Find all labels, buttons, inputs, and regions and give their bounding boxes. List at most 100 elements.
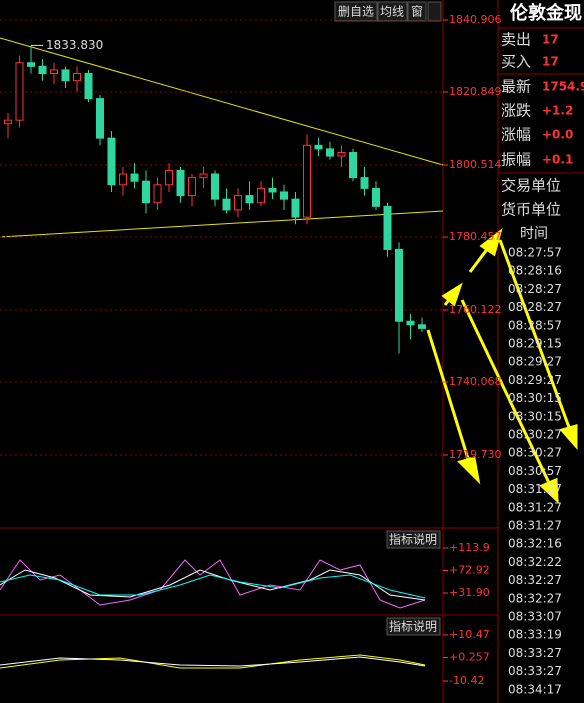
time-entry: 08:33:07 bbox=[508, 610, 562, 624]
candle-body bbox=[4, 119, 12, 125]
candle-body bbox=[291, 198, 300, 218]
candle-body bbox=[15, 62, 24, 121]
time-entry: 08:28:27 bbox=[508, 300, 562, 314]
toolbar-label[interactable]: 均线 bbox=[380, 5, 404, 19]
candle-body bbox=[142, 180, 150, 204]
candle-body bbox=[188, 177, 196, 197]
time-entry: 08:30:27 bbox=[508, 446, 562, 460]
toolbar-button[interactable] bbox=[407, 1, 427, 22]
candle-body bbox=[395, 248, 403, 322]
quote-label: 涨跌 bbox=[501, 102, 531, 120]
y-tick-label: -10.42 bbox=[449, 674, 484, 687]
candle-body bbox=[257, 187, 265, 204]
candle-body bbox=[280, 191, 288, 200]
trend-line bbox=[0, 37, 444, 166]
time-entry: 08:27:57 bbox=[508, 246, 562, 260]
candle-body bbox=[372, 187, 380, 207]
candle-body bbox=[349, 151, 357, 179]
candle-body bbox=[360, 177, 369, 189]
y-tick-label: 1800.514 bbox=[449, 158, 502, 171]
quote-label: 卖出 bbox=[501, 31, 531, 49]
y-tick-label: +72.92 bbox=[449, 563, 490, 576]
time-entry: 08:31:27 bbox=[508, 500, 562, 514]
time-entry: 08:30:27 bbox=[508, 428, 562, 442]
time-entry: 08:30:15 bbox=[508, 391, 562, 405]
candle-body bbox=[165, 169, 173, 186]
toolbar-label[interactable]: 窗 bbox=[411, 5, 423, 19]
max-label: 1833.830 bbox=[46, 38, 103, 52]
y-tick-label: +113.9 bbox=[449, 541, 490, 554]
time-entry: 08:29:27 bbox=[508, 355, 562, 369]
candle-body bbox=[38, 65, 47, 75]
time-entry: 08:33:27 bbox=[508, 664, 562, 678]
unit-label: 交易单位 bbox=[501, 177, 561, 195]
indicator-button[interactable] bbox=[386, 530, 441, 549]
candle-body bbox=[50, 69, 58, 75]
candle-body bbox=[130, 173, 139, 182]
unit-label: 货币单位 bbox=[501, 201, 561, 219]
y-tick-label: 1740.068 bbox=[449, 375, 502, 388]
y-tick-label: 1760.122 bbox=[449, 303, 502, 316]
time-entry: 08:32:16 bbox=[508, 537, 562, 551]
indicator-button-label[interactable]: 指标说明 bbox=[389, 619, 437, 634]
time-entry: 08:32:27 bbox=[508, 573, 562, 587]
time-entry: 08:29:15 bbox=[508, 337, 562, 351]
quote-label: 最新 bbox=[501, 78, 531, 96]
candle-body bbox=[199, 173, 208, 179]
arrows bbox=[426, 228, 578, 504]
panel-title: 伦敦金现 bbox=[510, 2, 582, 24]
candle-body bbox=[107, 137, 116, 186]
time-entry: 08:31:27 bbox=[508, 519, 562, 533]
y-tick-label: 1820.849 bbox=[449, 85, 502, 98]
candle-body bbox=[326, 148, 334, 157]
time-entry: 08:30:15 bbox=[508, 409, 562, 423]
quote-label: 振幅 bbox=[501, 151, 531, 169]
toolbar-button[interactable] bbox=[427, 1, 442, 22]
time-entry: 08:34:17 bbox=[508, 682, 562, 696]
candle-body bbox=[211, 173, 219, 200]
time-entry: 08:29:27 bbox=[508, 373, 562, 387]
quote-value: 17 bbox=[542, 33, 559, 47]
trend-line bbox=[0, 210, 444, 238]
candle-body bbox=[61, 69, 70, 82]
quote-label: 买入 bbox=[501, 53, 531, 71]
candle-body bbox=[176, 169, 185, 197]
candle-body bbox=[245, 195, 254, 204]
indicator-button-label[interactable]: 指标说明 bbox=[389, 532, 437, 547]
candle-body bbox=[383, 205, 392, 250]
toolbar-button[interactable] bbox=[334, 1, 378, 22]
toolbar-button[interactable] bbox=[377, 1, 408, 22]
quote-label: 涨幅 bbox=[501, 126, 531, 144]
time-entry: 08:28:16 bbox=[508, 264, 562, 278]
y-tick-label: 1780.457 bbox=[449, 230, 502, 243]
candle-body bbox=[314, 144, 323, 150]
indicator-lines bbox=[0, 559, 426, 669]
candle-body bbox=[222, 198, 231, 211]
candle-body bbox=[268, 187, 277, 193]
candle-body bbox=[303, 144, 311, 218]
time-header: 时间 bbox=[520, 226, 548, 242]
y-tick-label: +0.257 bbox=[449, 650, 490, 663]
quote-value: 17 bbox=[542, 55, 559, 69]
candle-body bbox=[337, 151, 346, 157]
candle-body bbox=[96, 98, 104, 139]
quote-value: +0.0 bbox=[542, 128, 573, 142]
quote-value: +0.1 bbox=[542, 153, 573, 167]
candle-body bbox=[84, 73, 93, 100]
panel-header bbox=[499, 0, 584, 28]
y-tick-label: 1840.906 bbox=[449, 13, 502, 26]
time-entry: 08:28:27 bbox=[508, 282, 562, 296]
quote-value: 1754.9 bbox=[542, 80, 584, 94]
indicator-button[interactable] bbox=[386, 617, 441, 636]
toolbar-label[interactable]: 删自选 bbox=[338, 5, 374, 19]
candle-body bbox=[418, 324, 426, 329]
candle-body bbox=[73, 73, 81, 82]
candle-body bbox=[234, 195, 242, 211]
time-entry: 08:32:27 bbox=[508, 591, 562, 605]
candle-body bbox=[119, 173, 127, 186]
y-tick-label: +10.47 bbox=[449, 628, 490, 641]
quote-value: +1.2 bbox=[542, 104, 573, 118]
time-entry: 08:30:57 bbox=[508, 464, 562, 478]
